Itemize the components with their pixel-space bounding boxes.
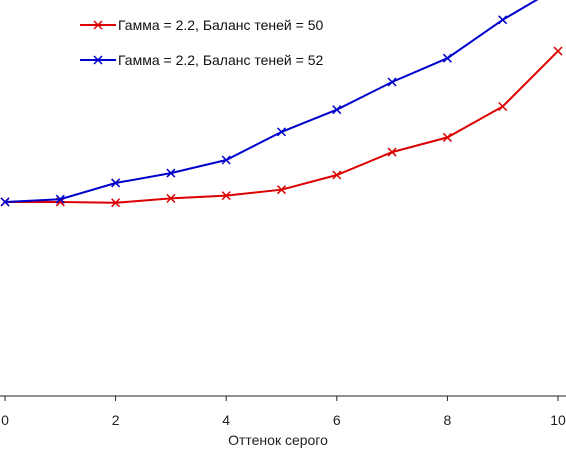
data-point-series-2-x-8 [442,53,452,63]
legend-marker-series-1 [93,20,103,30]
series-layer [0,0,563,208]
data-point-series-2-x-0 [0,197,10,207]
data-point-series-1-x-7 [387,147,397,157]
legend-item-series-2: Гамма = 2.2, Баланс теней = 52 [80,52,323,68]
data-point-series-1-x-3 [166,193,176,203]
legend-item-series-1: Гамма = 2.2, Баланс теней = 50 [80,17,323,33]
series-line-1 [5,50,559,204]
data-point-series-1-x-10 [553,46,563,56]
x-tick-label-6: 6 [333,412,341,428]
data-point-series-2-x-1 [55,194,65,204]
legend: Гамма = 2.2, Баланс теней = 50 Гамма = 2… [80,17,323,68]
data-point-series-2-x-7 [387,77,397,87]
data-point-series-1-x-8 [442,132,452,142]
x-tick-label-0: 0 [1,412,9,428]
data-point-series-1-x-4 [221,191,231,201]
data-point-series-2-x-3 [166,168,176,178]
legend-label-series-1: Гамма = 2.2, Баланс теней = 50 [118,17,323,33]
x-tick-label-4: 4 [222,412,230,428]
series-2 [0,0,539,207]
x-axis-label: Оттенок серого [228,432,328,448]
data-point-series-1-x-6 [332,170,342,180]
data-point-series-2-x-5 [276,127,287,137]
x-axis-ticks: 0 2 4 6 8 10 [1,396,566,428]
legend-label-series-2: Гамма = 2.2, Баланс теней = 52 [118,52,323,68]
x-tick-label-2: 2 [112,412,120,428]
data-point-series-2-x-2 [111,178,121,188]
data-point-series-1-x-2 [111,198,121,208]
data-point-series-2-x-4 [221,155,231,165]
x-tick-label-8: 8 [444,412,452,428]
data-point-series-1-x-9 [498,101,508,112]
legend-marker-series-2 [93,55,103,65]
data-point-series-1-x-5 [276,185,287,195]
series-1 [0,46,563,208]
data-point-series-2-x-6 [332,105,342,115]
data-point-series-2-x-9 [498,15,508,25]
x-tick-label-10: 10 [550,412,566,428]
